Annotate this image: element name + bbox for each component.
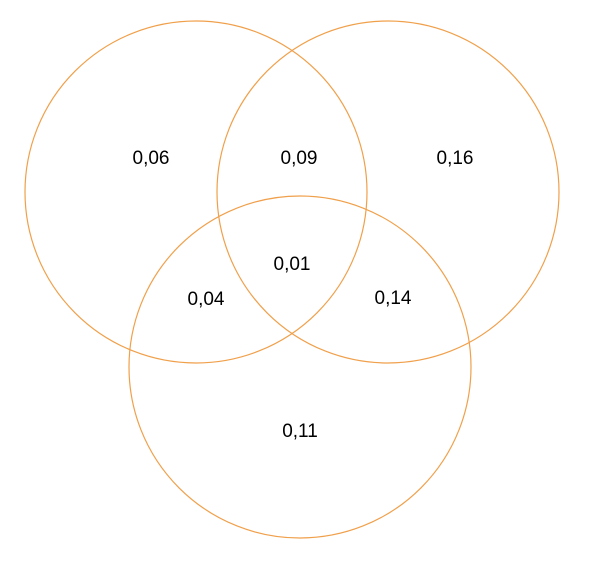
circle-top-right — [216, 20, 560, 364]
region-label-top-overlap: 0,09 — [281, 148, 318, 169]
region-label-right-bottom-overlap: 0,14 — [375, 288, 412, 309]
region-label-left-bottom-overlap: 0,04 — [188, 289, 225, 310]
region-label-center: 0,01 — [274, 254, 311, 275]
region-label-top-right-only: 0,16 — [437, 148, 474, 169]
circle-top-left — [24, 20, 368, 364]
circle-bottom — [128, 195, 472, 539]
region-label-bottom-only: 0,11 — [282, 421, 318, 442]
region-label-top-left-only: 0,06 — [133, 148, 170, 169]
